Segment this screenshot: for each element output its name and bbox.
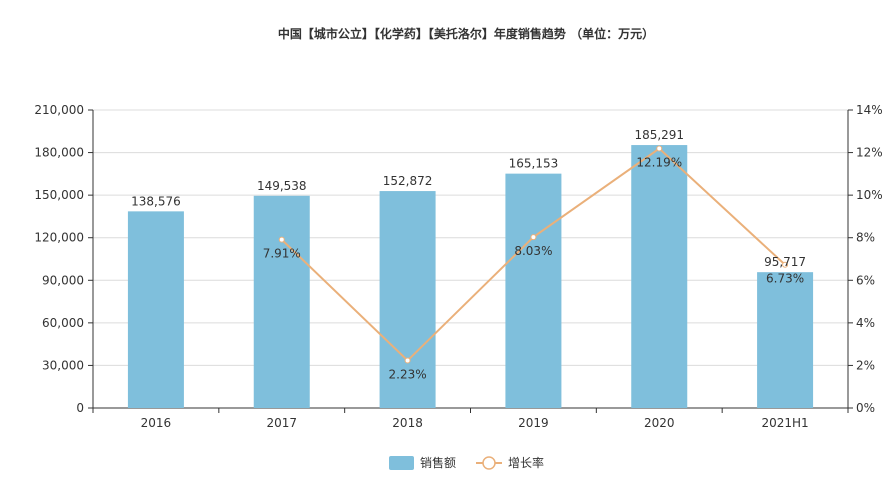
legend-line-label[interactable]: 增长率 — [508, 455, 544, 470]
axis-layer: 0 30,000 60,000 90,000 120,000 150,000 180,000… — [34, 103, 882, 430]
right-axis-tick-label: 8% — [856, 231, 875, 245]
label-layer: 138,576 149,538 152,872 165,153 185,291 95,71… — [131, 128, 806, 381]
bar-2021H1[interactable] — [757, 272, 814, 408]
bar-2019[interactable] — [505, 173, 562, 408]
x-axis-category-label: 2019 — [518, 416, 549, 430]
right-axis-tick-label: 6% — [856, 273, 875, 287]
line-layer — [278, 145, 789, 364]
right-axis-tick-label: 4% — [856, 316, 875, 330]
bar-layer — [127, 145, 814, 409]
bar-2016[interactable] — [127, 211, 184, 408]
left-axis-tick-label: 90,000 — [42, 273, 84, 287]
bar-2020[interactable] — [631, 145, 688, 409]
grid-layer — [93, 109, 848, 366]
x-axis-category-label: 2020 — [644, 416, 675, 430]
x-axis-category-label: 2018 — [392, 416, 423, 430]
left-axis-tick-label: 150,000 — [34, 188, 84, 202]
growth-rate-label: 8.03% — [514, 244, 552, 258]
right-axis-tick-label: 10% — [856, 188, 883, 202]
left-axis-tick-label: 0 — [76, 401, 84, 415]
growth-rate-label: 7.91% — [263, 247, 301, 261]
x-axis-category-label: 2017 — [266, 416, 297, 430]
growth-rate-point-2019[interactable] — [530, 234, 537, 241]
right-axis-tick-label: 2% — [856, 358, 875, 372]
growth-rate-label: 12.19% — [636, 156, 682, 170]
legend-bar-swatch[interactable] — [389, 456, 414, 470]
x-axis-category-label: 2016 — [141, 416, 172, 430]
growth-rate-label: 2.23% — [389, 368, 427, 382]
chart-title: 中国【城市公立】【化学药】【美托洛尔】年度销售趋势 （单位：万元） — [278, 26, 654, 41]
bar-value-label: 95,717 — [764, 255, 806, 269]
bar-value-label: 149,538 — [257, 179, 307, 193]
bar-2018[interactable] — [379, 191, 436, 408]
growth-rate-point-2021H1[interactable] — [782, 261, 789, 268]
growth-rate-point-2018[interactable] — [404, 357, 411, 364]
left-axis-tick-label: 120,000 — [34, 231, 84, 245]
growth-rate-point-2017[interactable] — [278, 236, 285, 243]
right-axis-tick-label: 14% — [856, 103, 883, 117]
bar-2017[interactable] — [253, 195, 310, 408]
left-axis-tick-label: 210,000 — [34, 103, 84, 117]
right-axis-tick-label: 0% — [856, 401, 875, 415]
left-axis-tick-label: 60,000 — [42, 316, 84, 330]
growth-rate-label: 6.73% — [766, 272, 804, 286]
growth-rate-point-2020[interactable] — [656, 145, 663, 152]
bar-value-label: 152,872 — [383, 174, 433, 188]
legend-bar-label[interactable]: 销售额 — [420, 455, 456, 470]
left-axis-tick-label: 30,000 — [42, 358, 84, 372]
left-axis-tick-label: 180,000 — [34, 146, 84, 160]
x-axis-category-label: 2021H1 — [761, 416, 808, 430]
bar-value-label: 138,576 — [131, 194, 181, 208]
legend-line-marker[interactable] — [482, 456, 496, 470]
right-axis-tick-label: 12% — [856, 146, 883, 160]
legend: 销售额 增长率 — [389, 455, 544, 470]
bar-value-label: 185,291 — [634, 128, 684, 142]
bar-value-label: 165,153 — [509, 157, 559, 171]
